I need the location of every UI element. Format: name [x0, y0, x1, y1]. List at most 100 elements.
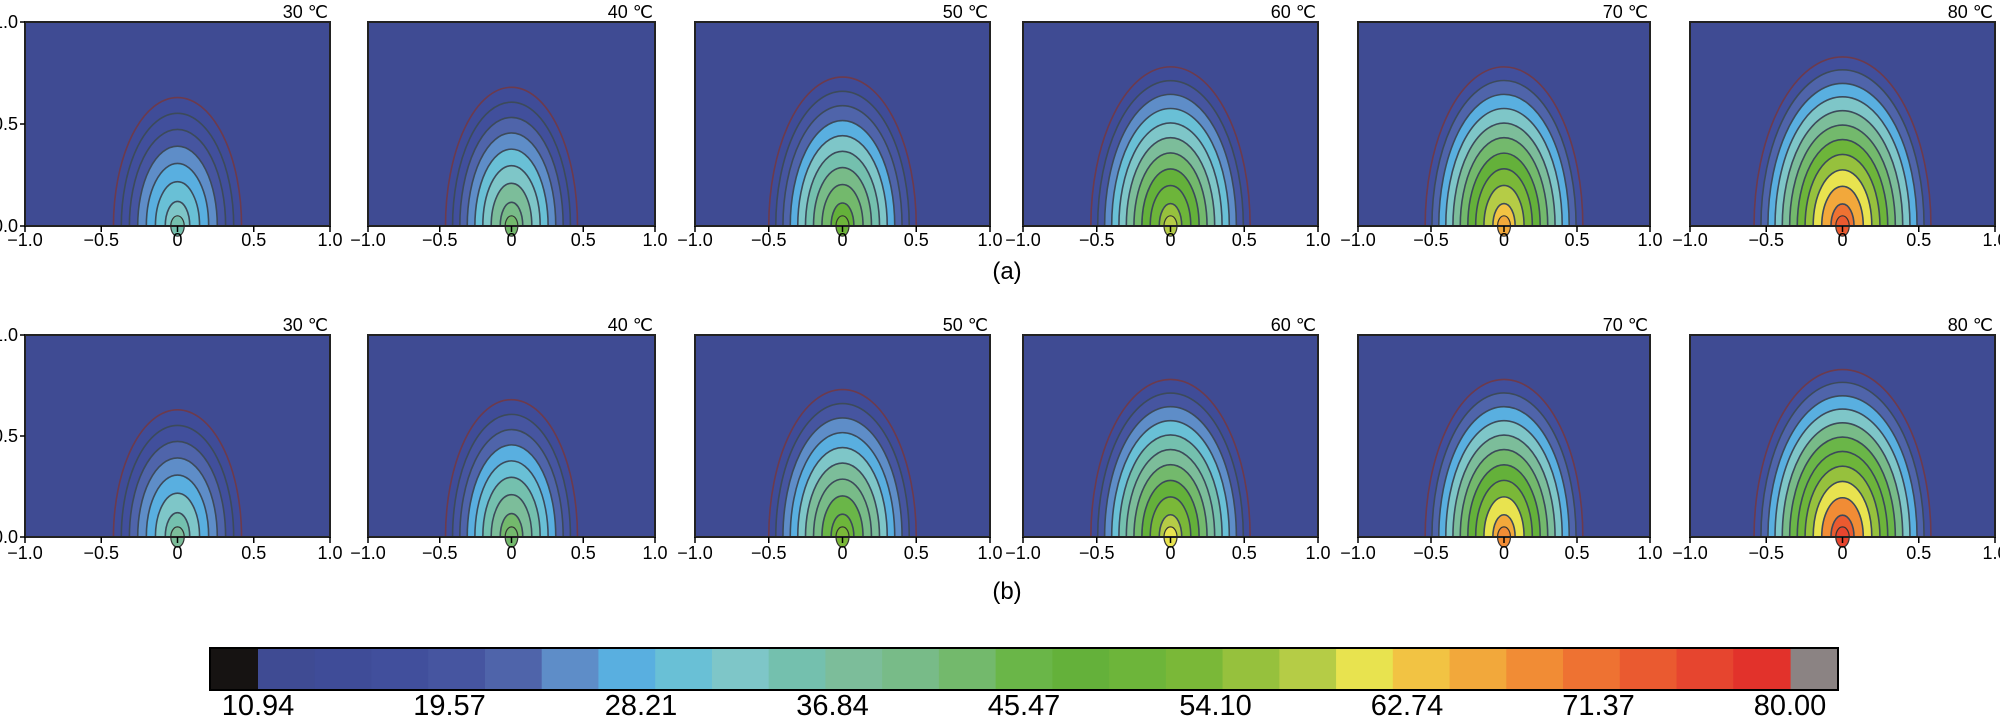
x-tick-label: 0	[506, 543, 516, 563]
contour-panel: 70 ℃ −1.0 −0.5 0 0.5 1.0	[1340, 2, 1662, 250]
panel-title: 40 ℃	[608, 315, 653, 335]
colorbar-swatch	[1506, 648, 1564, 690]
panel-title: 70 ℃	[1603, 2, 1648, 22]
contour-panel: 30 ℃ −1.0 −0.5 0 0.5 1.0 0.0 0.5 1.0	[0, 2, 343, 250]
x-tick-label: 0.5	[1232, 543, 1257, 563]
y-tick-label: 1.0	[0, 325, 18, 345]
colorbar-swatch	[1733, 648, 1791, 690]
contour-panel: 50 ℃ −1.0 −0.5 0 0.5 1.0	[677, 315, 1002, 563]
colorbar-tick-label: 36.84	[796, 690, 869, 722]
x-tick-label: 0	[837, 543, 847, 563]
panel-title: 40 ℃	[608, 2, 653, 22]
x-tick-label: −0.5	[1413, 230, 1449, 250]
colorbar-swatch	[1563, 648, 1621, 690]
colorbar-swatch	[768, 648, 827, 690]
x-tick-label: 0.5	[571, 543, 596, 563]
panel-title: 50 ℃	[943, 2, 988, 22]
x-tick-label: −1.0	[1340, 230, 1376, 250]
colorbar-swatch	[882, 648, 940, 690]
x-tick-label: 0	[506, 230, 516, 250]
colorbar-swatch	[598, 648, 656, 690]
x-tick-label: 0.5	[1564, 230, 1589, 250]
x-tick-label: 1.0	[1637, 543, 1662, 563]
x-tick-label: −0.5	[1079, 543, 1115, 563]
x-tick-label: −1.0	[1005, 230, 1041, 250]
x-tick-label: 1.0	[317, 543, 342, 563]
x-tick-label: −0.5	[422, 230, 458, 250]
panel-title: 80 ℃	[1948, 2, 1993, 22]
colorbar-swatch	[825, 648, 883, 690]
contour-panel: 50 ℃ −1.0 −0.5 0 0.5 1.0	[677, 2, 1002, 250]
colorbar-tick-label: 71.37	[1562, 690, 1635, 722]
x-tick-label: 0.5	[1906, 543, 1931, 563]
colorbar-swatch	[541, 648, 600, 690]
colorbar-swatch	[995, 648, 1053, 690]
x-tick-label: 1.0	[977, 543, 1002, 563]
x-tick-label: 1.0	[642, 543, 667, 563]
contour-panel: 70 ℃ −1.0 −0.5 0 0.5 1.0	[1340, 315, 1662, 563]
x-tick-label: −0.5	[1413, 543, 1449, 563]
x-tick-label: −1.0	[7, 230, 43, 250]
contour-level	[164, 512, 191, 538]
colorbar-swatch	[655, 648, 713, 690]
x-tick-label: −0.5	[1079, 230, 1115, 250]
colorbar-swatch	[484, 648, 543, 690]
y-tick-label: 0.5	[0, 426, 18, 446]
x-tick-label: 0.5	[1232, 230, 1257, 250]
x-tick-label: 0.5	[1564, 543, 1589, 563]
colorbar-swatch	[1449, 648, 1507, 690]
x-tick-label: −0.5	[422, 543, 458, 563]
contour-panel: 40 ℃ −1.0 −0.5 0 0.5 1.0	[350, 315, 667, 563]
colorbar-swatch	[1392, 648, 1451, 690]
x-tick-label: −1.0	[1672, 543, 1708, 563]
contour-panel: 60 ℃ −1.0 −0.5 0 0.5 1.0	[1005, 315, 1330, 563]
colorbar-tick-label: 10.94	[221, 690, 295, 722]
colorbar-swatch	[1165, 648, 1224, 690]
colorbar-swatch	[1676, 648, 1734, 690]
colorbar-swatch	[1336, 648, 1394, 690]
colorbar-tick-label: 19.57	[413, 690, 486, 722]
x-tick-label: 0.5	[241, 230, 266, 250]
colorbar-tick-label: 45.47	[987, 690, 1061, 722]
x-tick-label: 0	[837, 230, 847, 250]
colorbar-swatch	[1279, 648, 1337, 690]
x-tick-label: −0.5	[751, 543, 787, 563]
colorbar-swatch	[938, 648, 997, 690]
x-tick-label: −1.0	[350, 543, 386, 563]
colorbar-over-swatch	[1790, 648, 1838, 690]
row-caption-a: (a)	[992, 258, 1022, 285]
panel-title: 80 ℃	[1948, 315, 1993, 335]
x-tick-label: −1.0	[7, 543, 43, 563]
colorbar-swatch	[428, 648, 486, 690]
x-tick-label: 1.0	[1982, 230, 2000, 250]
row-caption-b: (b)	[992, 578, 1022, 605]
x-tick-label: 1.0	[1982, 543, 2000, 563]
colorbar-swatch	[1052, 648, 1110, 690]
contour-panel: 40 ℃ −1.0 −0.5 0 0.5 1.0	[350, 2, 667, 250]
panel-title: 30 ℃	[283, 2, 328, 22]
colorbar-swatch	[1619, 648, 1678, 690]
panel-title: 50 ℃	[943, 315, 988, 335]
colorbar	[209, 647, 1839, 691]
colorbar-tick-label: 62.74	[1370, 690, 1444, 722]
colorbar-swatch	[258, 648, 316, 690]
x-tick-label: 0.5	[904, 543, 929, 563]
y-tick-label: 0.0	[0, 216, 18, 236]
x-tick-label: 1.0	[642, 230, 667, 250]
x-tick-label: −1.0	[1005, 543, 1041, 563]
colorbar-tick-label: 28.21	[604, 690, 678, 722]
x-tick-label: 1.0	[1305, 230, 1330, 250]
x-tick-label: 0	[1837, 543, 1847, 563]
colorbar-swatch	[314, 648, 373, 690]
colorbar-swatch	[1222, 648, 1280, 690]
x-tick-label: 0	[1165, 543, 1175, 563]
x-tick-label: 1.0	[1637, 230, 1662, 250]
colorbar-swatch	[711, 648, 770, 690]
contour-panel: 60 ℃ −1.0 −0.5 0 0.5 1.0	[1005, 2, 1330, 250]
x-tick-label: 0	[1499, 230, 1509, 250]
x-tick-label: 0	[172, 230, 182, 250]
x-tick-label: 0.5	[571, 230, 596, 250]
x-tick-label: 0	[172, 543, 182, 563]
x-tick-label: 0.5	[904, 230, 929, 250]
x-tick-label: −1.0	[1672, 230, 1708, 250]
